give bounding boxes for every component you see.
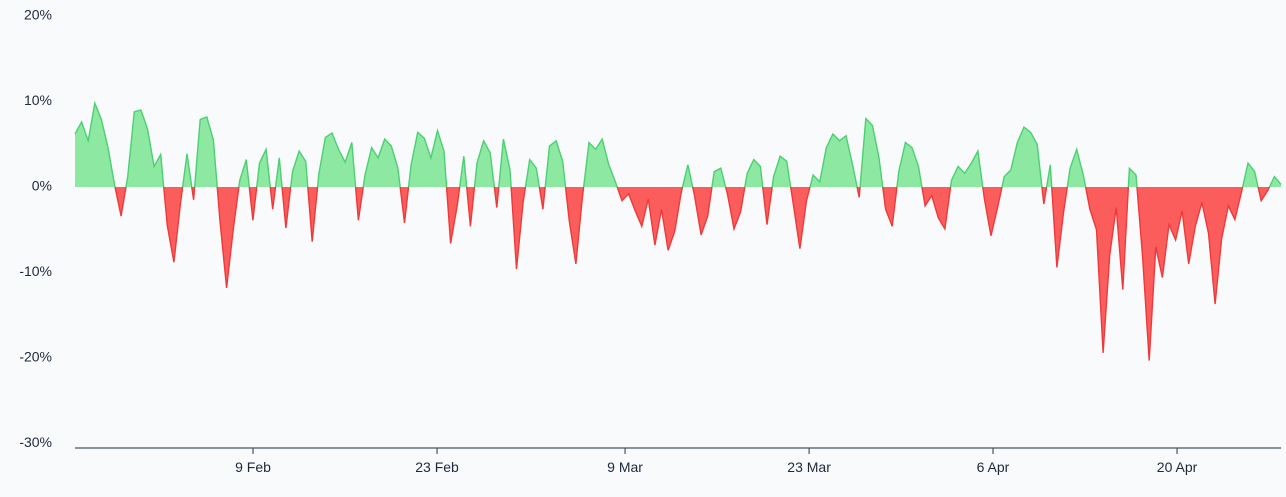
y-axis-tick-label: 0% (32, 178, 52, 194)
x-axis-tick-label: 9 Mar (607, 459, 643, 475)
negative-area-outline (114, 187, 1271, 361)
negative-area (75, 187, 1281, 361)
y-axis-tick-label: -10% (19, 263, 52, 279)
x-axis-tick-label: 20 Apr (1157, 459, 1198, 475)
y-axis-tick-label: -20% (19, 349, 52, 365)
positive-area-outline (74, 100, 1282, 187)
y-axis-tick-label: -30% (19, 434, 52, 450)
x-axis-tick-label: 23 Mar (787, 459, 831, 475)
x-axis-tick-label: 9 Feb (235, 459, 271, 475)
x-axis-tick-label: 23 Feb (415, 459, 459, 475)
x-axis-tick-label: 6 Apr (977, 459, 1010, 475)
y-axis-tick-label: 10% (24, 92, 52, 108)
y-axis-tick-label: 20% (24, 7, 52, 23)
